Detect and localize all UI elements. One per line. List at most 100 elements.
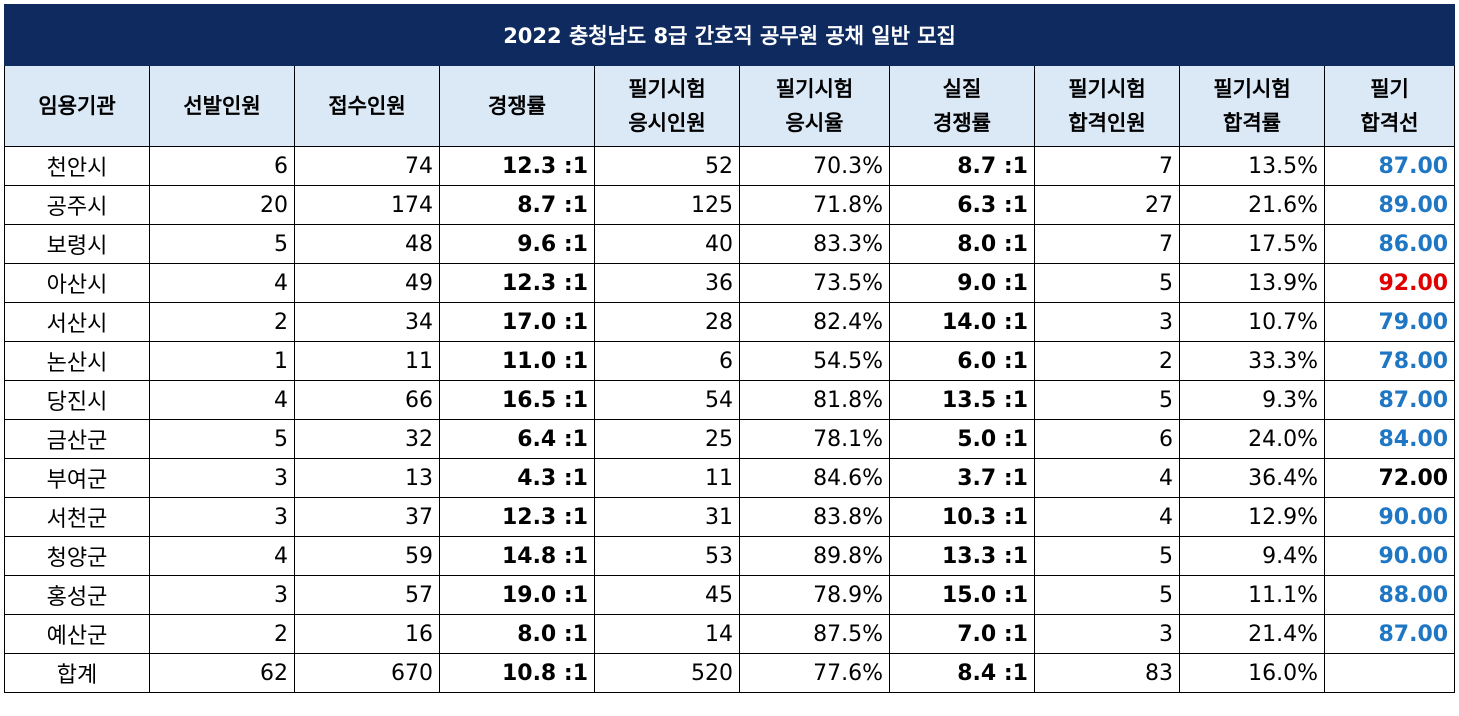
ratio-cell: 19.0 :1 (439, 575, 595, 615)
takers-cell: 520 (594, 653, 740, 693)
agency-cell: 공주시 (4, 185, 150, 225)
selected-cell: 3 (149, 458, 295, 498)
passed-cell: 2 (1034, 341, 1180, 381)
applicants-cell: 32 (294, 419, 440, 459)
take-rate-cell: 82.4% (739, 302, 890, 342)
header-label: 합격선 (1360, 111, 1419, 135)
header-agency: 임용기관 (4, 65, 150, 147)
applicants-cell: 34 (294, 302, 440, 342)
spreadsheet: 2022 충청남도 8급 간호직 공무원 공채 일반 모집 임용기관 선발인원 접수… (3, 4, 1456, 693)
passed-cell: 7 (1034, 146, 1180, 186)
take-rate-cell: 87.5% (739, 614, 890, 654)
agency-cell: 보령시 (4, 224, 150, 264)
agency-cell: 합계 (4, 653, 150, 693)
takers-cell: 14 (594, 614, 740, 654)
applicants-cell: 66 (294, 380, 440, 420)
ratio-cell: 6.4 :1 (439, 419, 595, 459)
header-label: 합격률 (1223, 111, 1281, 135)
cutoff-cell: 86.00 (1323, 224, 1456, 264)
cutoff-cell: 84.00 (1323, 419, 1456, 459)
cutoff-cell: 79.00 (1323, 302, 1456, 342)
cutoff-cell: 92.00 (1323, 263, 1456, 303)
passed-cell: 4 (1034, 458, 1180, 498)
selected-cell: 1 (149, 341, 295, 381)
takers-cell: 28 (594, 302, 740, 342)
selected-cell: 62 (149, 653, 295, 693)
pass-rate-cell: 36.4% (1179, 458, 1325, 498)
header-label: 필기시험 (1213, 77, 1291, 101)
ratio-cell: 14.8 :1 (439, 536, 595, 576)
real-ratio-cell: 15.0 :1 (889, 575, 1035, 615)
pass-rate-cell: 33.3% (1179, 341, 1325, 381)
real-ratio-cell: 10.3 :1 (889, 497, 1035, 537)
header-cutoff: 필기 합격선 (1323, 65, 1456, 147)
selected-cell: 20 (149, 185, 295, 225)
header-label: 필기시험 (1068, 77, 1146, 101)
pass-rate-cell: 9.3% (1179, 380, 1325, 420)
take-rate-cell: 84.6% (739, 458, 890, 498)
applicants-cell: 11 (294, 341, 440, 381)
agency-cell: 당진시 (4, 380, 150, 420)
passed-cell: 5 (1034, 263, 1180, 303)
table-row: 예산군 2 16 8.0 :1 14 87.5% 7.0 :1 3 21.4% 87.00 (4, 614, 1456, 654)
take-rate-cell: 54.5% (739, 341, 890, 381)
agency-cell: 서천군 (4, 497, 150, 537)
cutoff-cell: 88.00 (1323, 575, 1456, 615)
table-row: 홍성군 3 57 19.0 :1 45 78.9% 15.0 :1 5 11.1% 88.00 (4, 575, 1456, 615)
passed-cell: 5 (1034, 380, 1180, 420)
passed-cell: 6 (1034, 419, 1180, 459)
agency-cell: 금산군 (4, 419, 150, 459)
applicants-cell: 174 (294, 185, 440, 225)
passed-cell: 3 (1034, 302, 1180, 342)
header-takers: 필기시험 응시인원 (594, 65, 740, 147)
table-row: 부여군 3 13 4.3 :1 11 84.6% 3.7 :1 4 36.4% 72.00 (4, 458, 1456, 498)
agency-cell: 홍성군 (4, 575, 150, 615)
passed-cell: 83 (1034, 653, 1180, 693)
take-rate-cell: 77.6% (739, 653, 890, 693)
ratio-cell: 12.3 :1 (439, 146, 595, 186)
applicants-cell: 48 (294, 224, 440, 264)
header-applicants: 접수인원 (294, 65, 440, 147)
passed-cell: 4 (1034, 497, 1180, 537)
applicants-cell: 57 (294, 575, 440, 615)
ratio-cell: 9.6 :1 (439, 224, 595, 264)
table-row: 청양군 4 59 14.8 :1 53 89.8% 13.3 :1 5 9.4% 90.00 (4, 536, 1456, 576)
real-ratio-cell: 14.0 :1 (889, 302, 1035, 342)
applicants-cell: 16 (294, 614, 440, 654)
takers-cell: 31 (594, 497, 740, 537)
header-label: 응시인원 (628, 111, 706, 135)
column-header-row: 임용기관 선발인원 접수인원 경쟁률 필기시험 응시인원 필기시험 응시율 실질 경쟁률 필기시험 합… (4, 65, 1456, 147)
cutoff-cell: 90.00 (1323, 536, 1456, 576)
takers-cell: 125 (594, 185, 740, 225)
selected-cell: 5 (149, 419, 295, 459)
ratio-cell: 12.3 :1 (439, 263, 595, 303)
table-row: 아산시 4 49 12.3 :1 36 73.5% 9.0 :1 5 13.9% 92.00 (4, 263, 1456, 303)
pass-rate-cell: 17.5% (1179, 224, 1325, 264)
take-rate-cell: 71.8% (739, 185, 890, 225)
header-label: 실질 (942, 77, 982, 101)
header-real-ratio: 실질 경쟁률 (889, 65, 1035, 147)
selected-cell: 4 (149, 536, 295, 576)
takers-cell: 54 (594, 380, 740, 420)
pass-rate-cell: 16.0% (1179, 653, 1325, 693)
selected-cell: 3 (149, 575, 295, 615)
header-label: 접수인원 (328, 94, 406, 118)
pass-rate-cell: 13.5% (1179, 146, 1325, 186)
take-rate-cell: 83.8% (739, 497, 890, 537)
take-rate-cell: 81.8% (739, 380, 890, 420)
table-body: 천안시 6 74 12.3 :1 52 70.3% 8.7 :1 7 13.5% 87.00 공주시… (4, 146, 1456, 693)
header-label: 필기시험 (775, 77, 854, 101)
passed-cell: 5 (1034, 536, 1180, 576)
pass-rate-cell: 21.4% (1179, 614, 1325, 654)
agency-cell: 논산시 (4, 341, 150, 381)
ratio-cell: 8.0 :1 (439, 614, 595, 654)
ratio-cell: 10.8 :1 (439, 653, 595, 693)
table-row: 보령시 5 48 9.6 :1 40 83.3% 8.0 :1 7 17.5% 86.00 (4, 224, 1456, 264)
total-row: 합계 62 670 10.8 :1 520 77.6% 8.4 :1 83 16.0% (4, 653, 1456, 693)
ratio-cell: 17.0 :1 (439, 302, 595, 342)
ratio-cell: 16.5 :1 (439, 380, 595, 420)
cutoff-cell: 78.00 (1323, 341, 1456, 381)
cutoff-cell: 87.00 (1323, 146, 1456, 186)
header-selected: 선발인원 (149, 65, 295, 147)
